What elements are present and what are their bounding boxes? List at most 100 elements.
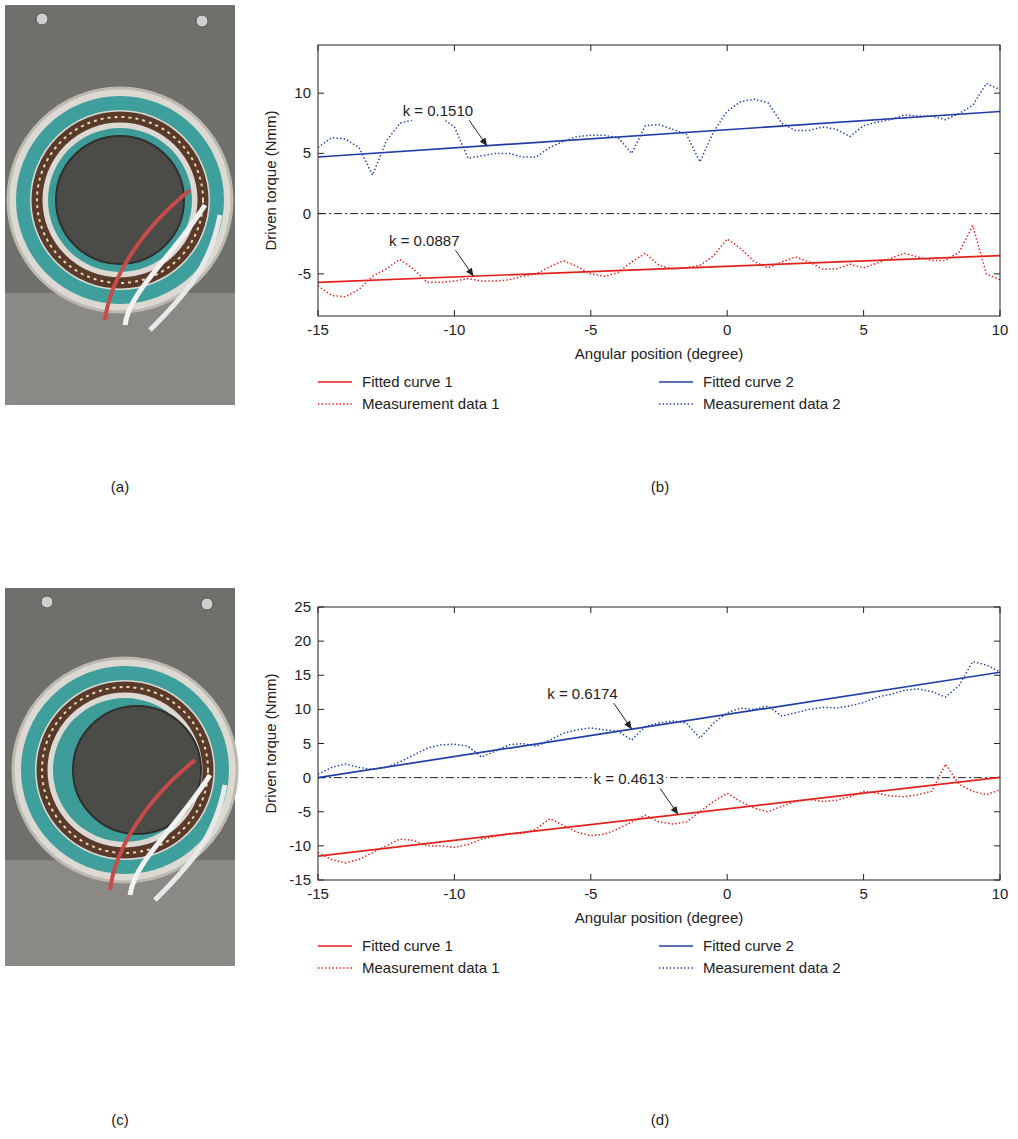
x-tick <box>863 310 864 316</box>
annotation-arrow <box>469 120 487 146</box>
x-axis-title: Angular position (degree) <box>575 345 743 362</box>
x-tick-label: 10 <box>992 885 1009 902</box>
housing <box>8 88 232 312</box>
x-tick <box>454 874 455 880</box>
teal-ring <box>28 673 222 867</box>
legend-swatch <box>318 967 352 969</box>
x-tick-label: 10 <box>992 321 1009 338</box>
legend-swatch <box>318 403 352 405</box>
y-tick <box>318 93 324 94</box>
series-line <box>318 84 1000 176</box>
photo <box>5 5 235 405</box>
legend-label: Measurement data 1 <box>362 959 500 976</box>
screw <box>196 15 208 27</box>
series-line <box>318 777 1000 856</box>
x-tick <box>863 874 864 880</box>
legend-label: Fitted curve 1 <box>362 937 453 954</box>
legend-label: Fitted curve 2 <box>703 937 794 954</box>
y-tick <box>994 743 1000 744</box>
annotation-text: k = 0.1510 <box>403 102 473 119</box>
y-tick <box>318 153 324 154</box>
y-axis-title: Driven torque (Nmm) <box>262 110 279 250</box>
y-tick <box>318 743 324 744</box>
y-tick <box>318 273 324 274</box>
annotation-arrowhead <box>671 806 678 815</box>
y-tick <box>994 153 1000 154</box>
figure: (a)(b)(c)(d)-15-10-50510-50510Angular po… <box>0 0 1018 1139</box>
y-tick-label: 10 <box>294 700 311 717</box>
annotation-arrowhead <box>624 721 631 730</box>
series-line <box>318 226 1000 297</box>
y-tick-label: 5 <box>303 735 311 752</box>
y-tick-label: 25 <box>294 598 311 615</box>
y-axis-title: Driven torque (Nmm) <box>262 673 279 813</box>
annotation: k = 0.4613 <box>592 769 678 814</box>
annotation-background <box>401 101 475 120</box>
annotation-arrowhead <box>480 138 487 147</box>
y-tick-label: 5 <box>303 144 311 161</box>
x-tick <box>590 45 591 51</box>
y-tick-label: 15 <box>294 666 311 683</box>
y-tick-label: 0 <box>303 769 311 786</box>
screw <box>201 598 213 610</box>
y-tick <box>318 811 324 812</box>
chart: -15-10-50510-50510Angular position (degr… <box>262 45 1008 412</box>
legend-label: Measurement data 1 <box>362 395 500 412</box>
x-tick <box>727 310 728 316</box>
y-tick <box>318 845 324 846</box>
panel-label: (b) <box>651 478 669 495</box>
annotation-arrowhead <box>466 268 473 277</box>
wire <box>130 775 210 895</box>
y-tick <box>994 845 1000 846</box>
y-tick-label: 20 <box>294 632 311 649</box>
x-tick-label: -10 <box>444 885 466 902</box>
legend-swatch <box>318 381 352 383</box>
y-tick <box>318 709 324 710</box>
legend-swatch <box>659 967 693 969</box>
annotation: k = 0.1510 <box>401 101 487 146</box>
x-tick <box>727 874 728 880</box>
y-tick-label: -5 <box>298 803 311 820</box>
y-tick <box>318 675 324 676</box>
series-line <box>318 672 1000 777</box>
legend-swatch <box>659 945 693 947</box>
annotation-text: k = 0.6174 <box>547 685 617 702</box>
y-tick-label: -5 <box>298 265 311 282</box>
y-tick-label: 10 <box>294 84 311 101</box>
annotation-background <box>545 684 619 703</box>
series-line <box>318 662 1000 775</box>
x-tick-label: 5 <box>859 885 867 902</box>
legend-swatch <box>659 381 693 383</box>
plot-frame <box>318 607 1000 880</box>
panel-label: (a) <box>111 478 129 495</box>
y-tick-label: -10 <box>289 837 311 854</box>
y-tick-label: -15 <box>289 871 311 888</box>
annotation: k = 0.0887 <box>387 231 473 276</box>
series-line <box>318 256 1000 283</box>
screw <box>36 13 48 25</box>
photo-background <box>5 588 235 966</box>
housing <box>13 658 237 882</box>
legend-label: Fitted curve 1 <box>362 373 453 390</box>
annotation-arrow <box>455 250 473 276</box>
y-tick <box>994 93 1000 94</box>
x-tick-label: -5 <box>584 321 597 338</box>
annotation-background <box>592 769 666 788</box>
x-tick <box>727 45 728 51</box>
x-tick <box>590 310 591 316</box>
x-tick <box>454 310 455 316</box>
panel-label: (d) <box>651 1111 669 1128</box>
wire <box>150 215 220 330</box>
photo-background <box>5 5 235 405</box>
annotation-text: k = 0.4613 <box>594 770 664 787</box>
y-tick <box>994 709 1000 710</box>
x-tick-label: -10 <box>444 321 466 338</box>
x-tick <box>863 45 864 51</box>
screw <box>41 596 53 608</box>
zero-line <box>318 213 1000 214</box>
plot-frame <box>318 45 1000 316</box>
y-tick <box>994 675 1000 676</box>
x-tick <box>863 607 864 613</box>
x-tick <box>590 607 591 613</box>
legend-label: Measurement data 2 <box>703 395 841 412</box>
